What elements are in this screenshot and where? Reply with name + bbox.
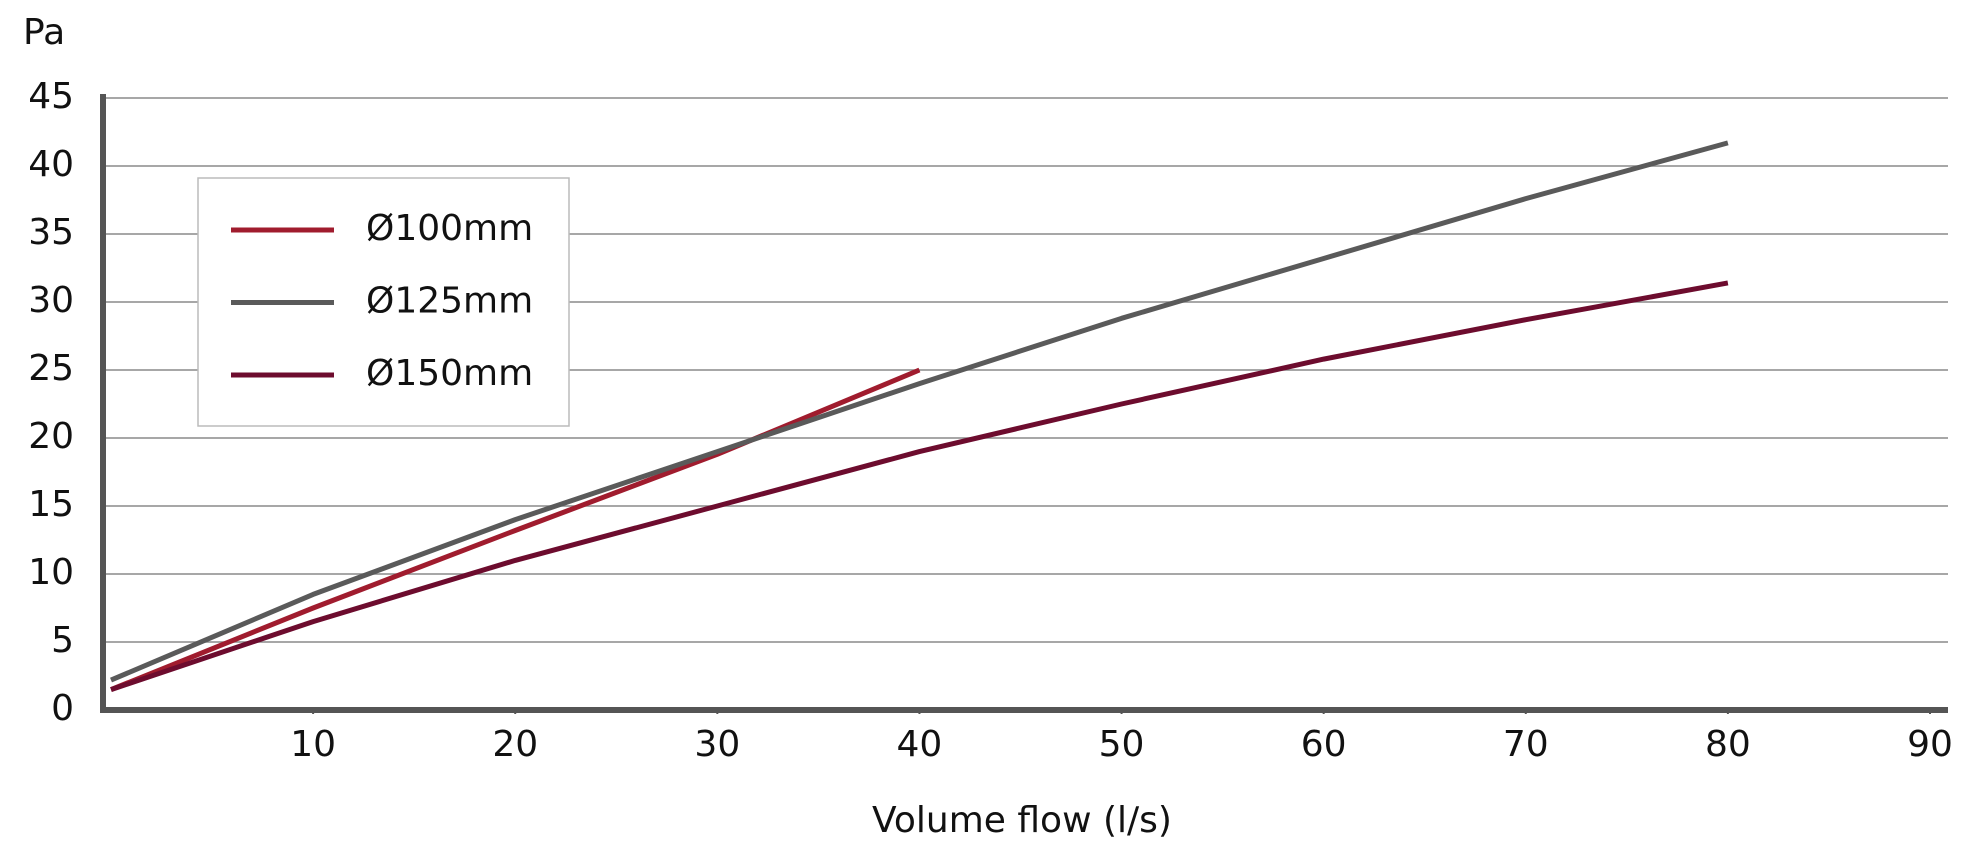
line-series — [110, 367, 921, 692]
x-tick-label: 50 — [1099, 724, 1145, 765]
x-tick-label: 40 — [897, 724, 943, 765]
legend-label: Ø100mm — [366, 208, 533, 249]
line-series — [110, 280, 1729, 692]
x-tick-label: 90 — [1907, 724, 1953, 765]
y-tick-label: 45 — [28, 76, 74, 117]
y-tick-label: 25 — [28, 348, 74, 389]
y-tick-label: 30 — [28, 280, 74, 321]
y-tick-label: 5 — [51, 620, 74, 661]
y-tick-label: 40 — [28, 144, 74, 185]
x-tick-label: 70 — [1503, 724, 1549, 765]
y-tick-label: 15 — [28, 484, 74, 525]
y-tick-label: 10 — [28, 552, 74, 593]
y-tick-label: 35 — [28, 212, 74, 253]
line-series — [110, 140, 1729, 683]
x-tick-label: 20 — [492, 724, 538, 765]
y-tick-label: 20 — [28, 416, 74, 457]
x-tick-label: 80 — [1705, 724, 1751, 765]
legend-label: Ø125mm — [366, 281, 533, 322]
x-tick-label: 60 — [1301, 724, 1347, 765]
x-tick-label: 30 — [694, 724, 740, 765]
x-tick-label: 10 — [290, 724, 336, 765]
y-axis-label: Pa — [23, 12, 65, 53]
y-tick-label: 0 — [51, 688, 74, 729]
legend-label: Ø150mm — [366, 353, 533, 394]
x-axis-label: Volume flow (l/s) — [872, 800, 1172, 841]
